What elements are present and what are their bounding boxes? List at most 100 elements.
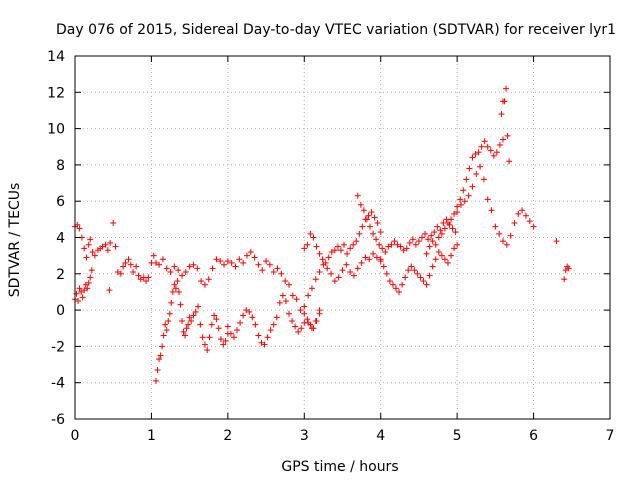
data-point [431, 229, 438, 236]
data-point [359, 223, 366, 230]
data-point [171, 263, 178, 270]
data-point [484, 143, 491, 150]
data-point [488, 207, 495, 214]
data-point [451, 210, 458, 217]
data-point [295, 328, 302, 335]
data-point [264, 334, 271, 341]
data-point [500, 238, 506, 245]
data-point [325, 254, 332, 261]
data-point [234, 327, 241, 334]
data-point [322, 259, 329, 266]
data-point [481, 138, 488, 145]
data-point [394, 241, 401, 248]
data-point [360, 207, 367, 214]
data-point [175, 267, 182, 274]
data-point [190, 261, 197, 268]
data-point [391, 238, 398, 245]
data-point [76, 225, 83, 232]
data-point [194, 265, 201, 272]
data-point [278, 270, 285, 277]
data-point [261, 341, 268, 348]
data-point [206, 334, 213, 341]
data-point [255, 261, 262, 268]
x-tick-label: 2 [223, 428, 232, 444]
data-point [154, 366, 161, 373]
data-point [179, 272, 185, 279]
data-point [365, 212, 372, 219]
y-tick-labels: -6 -4 -2 0 2 4 6 8 10 12 14 [47, 49, 65, 428]
data-point [504, 132, 511, 139]
data-point [377, 229, 384, 236]
data-point [400, 247, 407, 254]
data-point [301, 310, 308, 317]
data-point [133, 263, 140, 270]
data-point [177, 301, 184, 308]
grid-lines [75, 56, 610, 419]
data-point [301, 319, 308, 326]
data-point [175, 288, 182, 295]
data-point [282, 298, 289, 305]
y-tick-label: 10 [47, 122, 65, 138]
data-point [319, 256, 326, 263]
data-point [562, 267, 569, 274]
data-point [370, 230, 377, 237]
data-point [213, 256, 220, 263]
data-point [304, 316, 311, 323]
data-point [461, 198, 468, 205]
data-point [107, 239, 114, 246]
data-point [104, 247, 111, 254]
axis-ticks [74, 55, 611, 420]
data-point [308, 285, 315, 292]
data-point [258, 339, 265, 346]
data-point [186, 263, 193, 270]
data-point [298, 325, 305, 332]
data-point [376, 241, 383, 248]
data-point [201, 341, 208, 348]
data-point [448, 252, 455, 259]
data-point [243, 252, 250, 259]
data-point [247, 249, 254, 256]
data-point [217, 258, 224, 265]
data-point [444, 259, 451, 266]
data-point [530, 223, 537, 230]
data-point [324, 265, 331, 272]
data-point [252, 321, 259, 328]
data-point [208, 321, 215, 328]
data-point [507, 232, 514, 239]
data-point [313, 317, 320, 324]
data-point [251, 254, 258, 261]
data-point [82, 281, 89, 288]
x-tick-label: 3 [300, 428, 309, 444]
data-point [310, 325, 317, 332]
data-point [367, 223, 374, 230]
data-point [385, 243, 392, 250]
data-point [313, 243, 320, 250]
data-point [85, 241, 92, 248]
data-point [79, 294, 86, 301]
data-point [195, 303, 202, 310]
data-point [425, 236, 432, 243]
data-point [373, 236, 380, 243]
data-point [415, 238, 422, 245]
data-point [412, 241, 419, 248]
data-point [99, 243, 106, 250]
data-point [91, 252, 98, 259]
data-point [377, 256, 384, 263]
data-point [441, 225, 448, 232]
data-point [259, 267, 266, 274]
data-point [106, 287, 113, 294]
data-point [454, 203, 461, 210]
data-point [130, 268, 137, 275]
data-point [289, 292, 296, 299]
data-point [180, 328, 187, 335]
data-point [263, 258, 270, 265]
data-point [89, 249, 96, 256]
data-point [438, 230, 445, 237]
data-point [444, 219, 451, 226]
data-point [304, 241, 311, 248]
data-point [469, 154, 476, 161]
data-point [220, 341, 227, 348]
data-point [301, 303, 308, 310]
data-point [153, 259, 160, 266]
data-point [163, 265, 170, 272]
